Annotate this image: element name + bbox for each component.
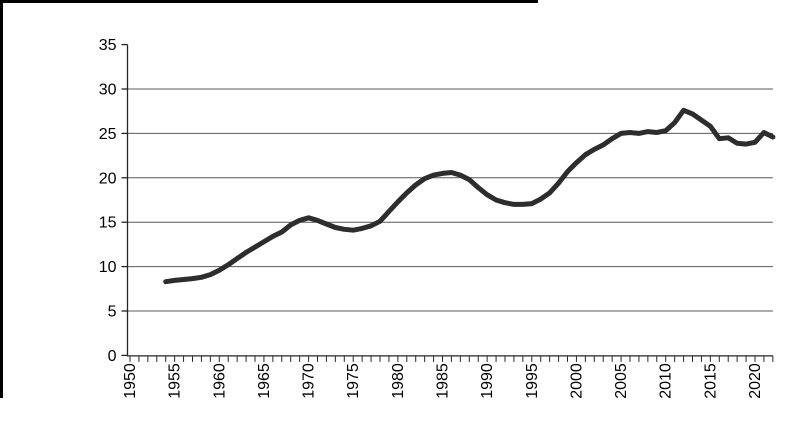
y-axis-label: 35 [99,37,117,54]
page-left-border [0,0,3,398]
data-series-line [163,107,776,285]
x-axis-label: 2000 [568,363,585,399]
page-top-border [0,0,538,3]
y-axis-label: 15 [99,215,117,232]
x-axis-label: 1995 [524,363,541,399]
y-axis-label: 0 [108,348,117,365]
x-axis-label: 1965 [256,363,273,399]
x-axis-label: 1955 [167,363,184,399]
x-axis-label: 1950 [122,363,139,399]
x-axis-label: 2005 [613,363,630,399]
y-axis-label: 30 [99,82,117,99]
x-axis-label: 1960 [211,363,228,399]
y-axis-label: 25 [99,126,117,143]
x-axis-label: 1985 [435,363,452,399]
y-axis-label: 10 [99,259,117,276]
x-axis-label: 1975 [345,363,362,399]
x-axis-label: 2020 [747,363,764,399]
x-axis-label: 2010 [658,363,675,399]
x-axis-label: 1990 [479,363,496,399]
y-axis-label: 20 [99,170,117,187]
y-axis-label: 5 [108,304,117,321]
x-axis-label: 1970 [301,363,318,399]
x-axis-label: 2015 [702,363,719,399]
x-axis-label: 1980 [390,363,407,399]
